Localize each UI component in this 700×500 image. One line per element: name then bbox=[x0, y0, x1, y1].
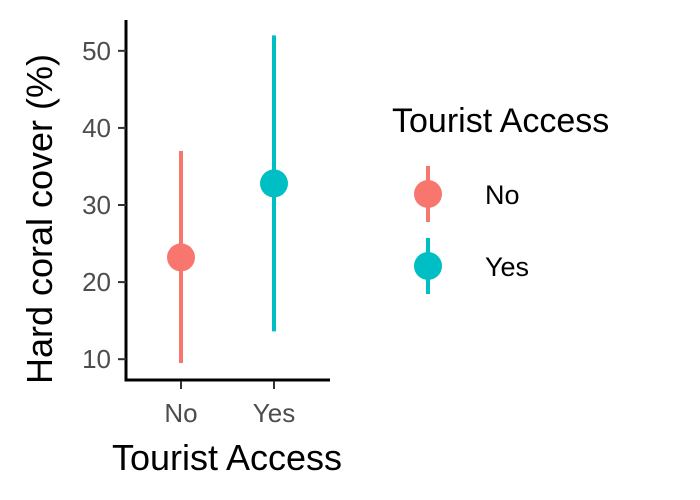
y-tick-label: 30 bbox=[82, 190, 111, 220]
point-no bbox=[167, 243, 195, 272]
plot-area bbox=[167, 35, 288, 364]
legend-key-point bbox=[414, 252, 442, 280]
x-ticks: No Yes bbox=[164, 381, 295, 428]
y-ticks: 10 20 30 40 50 bbox=[82, 36, 126, 374]
legend-label: No bbox=[485, 180, 520, 210]
y-tick-label: 20 bbox=[82, 267, 111, 297]
y-axis-title: Hard coral cover (%) bbox=[19, 54, 60, 384]
legend-items: No Yes bbox=[414, 166, 529, 294]
y-tick-label: 50 bbox=[82, 36, 111, 66]
legend-item-yes: Yes bbox=[414, 238, 529, 294]
y-tick-label: 10 bbox=[82, 344, 111, 374]
legend-key-point bbox=[414, 180, 442, 208]
legend: Tourist Access No Yes bbox=[392, 102, 609, 294]
legend-label: Yes bbox=[485, 252, 529, 282]
x-tick-label: No bbox=[164, 398, 197, 428]
legend-item-no: No bbox=[414, 166, 520, 222]
x-axis-title: Tourist Access bbox=[112, 437, 342, 478]
point-yes bbox=[260, 169, 288, 198]
y-tick-label: 40 bbox=[82, 113, 111, 143]
x-tick-label: Yes bbox=[253, 398, 295, 428]
legend-title: Tourist Access bbox=[392, 102, 609, 140]
